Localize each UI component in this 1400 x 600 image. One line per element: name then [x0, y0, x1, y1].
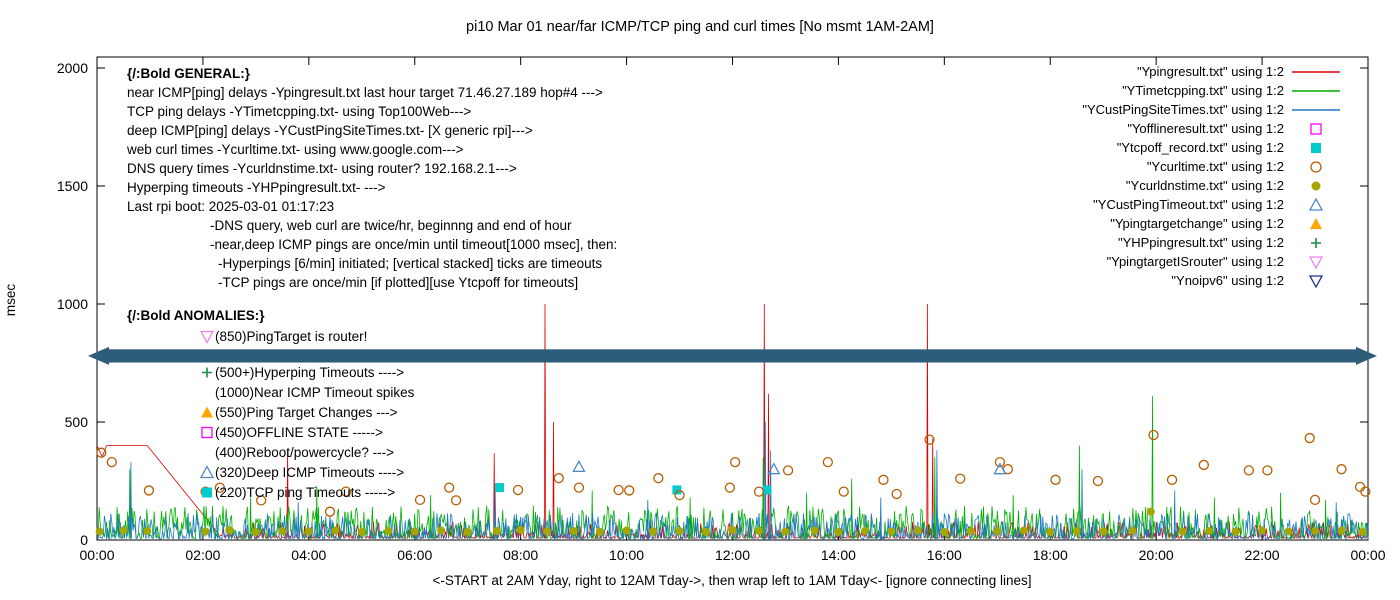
- legend-entry: "YCustPingTimeout.txt" using 1:2: [1093, 197, 1324, 212]
- general-line: near ICMP[ping] delays -Ypingresult.txt …: [127, 85, 603, 100]
- anomaly-marker: [199, 330, 215, 344]
- x-tick-label: 00:00: [1350, 547, 1385, 563]
- legend-label: "YHPpingresult.txt" using 1:2: [1118, 235, 1284, 250]
- y-tick-label: 2000: [57, 60, 88, 76]
- anomaly-marker: [202, 367, 212, 378]
- x-tick-label: 00:00: [79, 547, 114, 563]
- x-tick-label: 06:00: [397, 547, 432, 563]
- y-tick-label: 1500: [57, 178, 88, 194]
- anomaly-line: (850)PingTarget is router!: [215, 329, 367, 344]
- legend-entry: "Ynoipv6" using 1:2: [1171, 273, 1324, 289]
- general-line: TCP ping delays -YTimetcpping.txt- using…: [127, 104, 471, 119]
- y-axis: 0 500 1000 1500 2000: [57, 60, 1368, 548]
- legend-entry: "Ypingresult.txt" using 1:2: [1137, 64, 1340, 79]
- anomalies-header: {/:Bold ANOMALIES:}: [127, 308, 265, 323]
- legend-sample-marker: [1311, 143, 1321, 153]
- legend-label: "YCustPingTimeout.txt" using 1:2: [1093, 197, 1284, 212]
- x-tick-label: 10:00: [609, 547, 644, 563]
- anomaly-line: (220)TCP ping Timeouts ----->: [215, 485, 395, 500]
- legend-entry: "Ypingtargetchange" using 1:2: [1110, 216, 1322, 231]
- x-tick-label: 16:00: [927, 547, 962, 563]
- anomaly-marker: [201, 426, 213, 439]
- general-line: DNS query times -Ycurldnstime.txt- using…: [127, 161, 517, 176]
- legend-sample-marker: [1308, 275, 1324, 289]
- legend-label: "Yofflineresult.txt" using 1:2: [1127, 121, 1284, 136]
- general-line: Hyperping timeouts -YHPpingresult.txt- -…: [127, 180, 386, 195]
- legend-sample-marker: [1310, 123, 1322, 135]
- general-line: -DNS query, web curl are twice/hr, begin…: [210, 218, 572, 233]
- legend-label: "Ynoipv6" using 1:2: [1171, 273, 1284, 288]
- legend-label: "Ypingresult.txt" using 1:2: [1137, 64, 1284, 79]
- y-tick-label: 500: [65, 414, 89, 430]
- legend-entry: "YpingtargetISrouter" using 1:2: [1107, 254, 1324, 270]
- general-line: Last rpi boot: 2025-03-01 01:17:23: [127, 199, 334, 214]
- legend-sample-marker: [1308, 256, 1324, 270]
- series-Ytcpoff_record.txt: [494, 483, 772, 495]
- legend: "Ypingresult.txt" using 1:2 "YTimetcpping…: [1082, 64, 1340, 289]
- x-tick-label: 20:00: [1139, 547, 1174, 563]
- legend-entry: "YHPpingresult.txt" using 1:2: [1118, 235, 1321, 250]
- legend-label: "Ycurldnstime.txt" using 1:2: [1126, 178, 1284, 193]
- legend-sample-marker: [1311, 181, 1321, 191]
- general-line: {/:Bold GENERAL:}: [127, 66, 251, 81]
- x-tick-label: 18:00: [1033, 547, 1068, 563]
- legend-entry: "Ycurltime.txt" using 1:2: [1147, 159, 1322, 174]
- x-tick-label: 08:00: [503, 547, 538, 563]
- series-Ypingresult.txt: [96, 303, 1369, 540]
- plot-area: 0 500 1000 1500 2000 00:00 02:00 04:00 06:00 08:0…: [57, 56, 1386, 563]
- anomaly-marker: [201, 406, 213, 418]
- anomaly-line: (400)Reboot/powercycle? --->: [215, 445, 394, 460]
- legend-sample-marker: [1310, 161, 1322, 173]
- anomaly-marker: [202, 487, 212, 498]
- legend-label: "Ypingtargetchange" using 1:2: [1110, 216, 1284, 231]
- chart-title: pi10 Mar 01 near/far ICMP/TCP ping and c…: [466, 19, 934, 35]
- anomaly-line: (500+)Hyperping Timeouts ---->: [215, 365, 404, 380]
- anomaly-line: (1000)Near ICMP Timeout spikes: [215, 385, 415, 400]
- general-line: -TCP pings are once/min [if plotted][use…: [218, 275, 578, 290]
- series-YCustPingTimeout.txt: [572, 459, 1007, 475]
- legend-sample-marker: [1308, 197, 1324, 211]
- legend-sample-marker: [1310, 218, 1322, 229]
- annotation-general: {/:Bold GENERAL:} near ICMP[ping] delays …: [126, 66, 617, 290]
- x-tick-label: 14:00: [821, 547, 856, 563]
- legend-entry: "YTimetcpping.txt" using 1:2: [1122, 83, 1340, 98]
- legend-entry: "Ycurldnstime.txt" using 1:2: [1126, 178, 1321, 193]
- x-tick-label: 22:00: [1245, 547, 1280, 563]
- general-line: -Hyperpings [6/min] initiated; [vertical…: [218, 256, 602, 271]
- y-tick-label: 0: [80, 532, 88, 548]
- anomaly-line: (450)OFFLINE STATE ----->: [215, 425, 383, 440]
- legend-sample-marker: [1311, 238, 1321, 248]
- x-axis-label: <-START at 2AM Yday, right to 12AM Tday-…: [433, 573, 1032, 588]
- series-Ycurldnstime.txt: [95, 507, 1367, 536]
- x-tick-label: 12:00: [715, 547, 750, 563]
- x-tick-label: 02:00: [185, 547, 220, 563]
- legend-entry: "YCustPingSiteTimes.txt" using 1:2: [1082, 102, 1340, 117]
- general-line: -near,deep ICMP pings are once/min until…: [210, 237, 617, 252]
- general-line: web curl times -Ycurltime.txt- using www…: [126, 142, 464, 157]
- series-YTimetcpping.txt: [96, 395, 1369, 541]
- legend-label: "YTimetcpping.txt" using 1:2: [1122, 83, 1284, 98]
- anomaly-marker: [199, 465, 215, 479]
- legend-label: "Ytcpoff_record.txt" using 1:2: [1117, 140, 1284, 155]
- annotation-anomalies: {/:Bold ANOMALIES:} (850)PingTarget is ro…: [127, 308, 415, 500]
- y-tick-label: 1000: [57, 296, 88, 312]
- general-line: deep ICMP[ping] delays -YCustPingSiteTim…: [127, 123, 533, 138]
- anomaly-line: (320)Deep ICMP Timeouts ---->: [215, 465, 404, 480]
- legend-entry: "Yofflineresult.txt" using 1:2: [1127, 121, 1322, 136]
- legend-label: "YpingtargetISrouter" using 1:2: [1107, 254, 1284, 269]
- anomaly-line: (550)Ping Target Changes --->: [215, 405, 398, 420]
- y-axis-label: msec: [3, 284, 18, 317]
- timeout-band: [88, 346, 1377, 365]
- x-tick-label: 04:00: [291, 547, 326, 563]
- legend-entry: "Ytcpoff_record.txt" using 1:2: [1117, 140, 1321, 155]
- legend-label: "YCustPingSiteTimes.txt" using 1:2: [1082, 102, 1284, 117]
- legend-label: "Ycurltime.txt" using 1:2: [1147, 159, 1284, 174]
